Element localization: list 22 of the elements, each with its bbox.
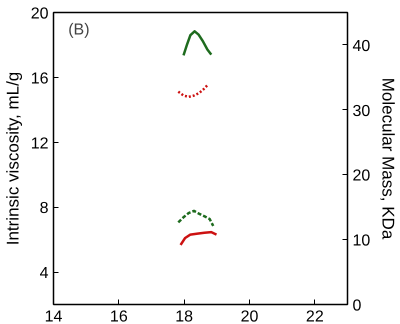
y2-axis-title: Molecular Mass, KDa [378, 78, 398, 240]
annotation: (B) [68, 21, 90, 38]
y2-tick-label: 10 [352, 232, 370, 250]
y-tick-label: 4 [40, 265, 49, 282]
y2-tick-label: 30 [352, 102, 370, 120]
line-series [182, 30, 213, 57]
y-axis-title: Intrinsic viscosity, mL/g [4, 72, 23, 246]
x-tick-label: 22 [306, 308, 324, 324]
x-tick-label: 14 [44, 308, 62, 324]
y-tick-label: 20 [30, 6, 49, 22]
x-tick-label: 20 [240, 308, 258, 324]
x-tick-label: 18 [175, 308, 194, 324]
y-tick-label: 12 [30, 135, 49, 152]
y-tick-label: 16 [30, 70, 49, 88]
x-tick-label: 16 [110, 308, 128, 324]
line-series [179, 230, 218, 246]
y-tick-label: 8 [40, 200, 49, 218]
y2-tick-label: 0 [352, 298, 362, 314]
line-series [177, 83, 210, 98]
y2-tick-label: 40 [352, 38, 370, 55]
line-series [177, 210, 214, 228]
y2-tick-label: 20 [352, 168, 370, 185]
